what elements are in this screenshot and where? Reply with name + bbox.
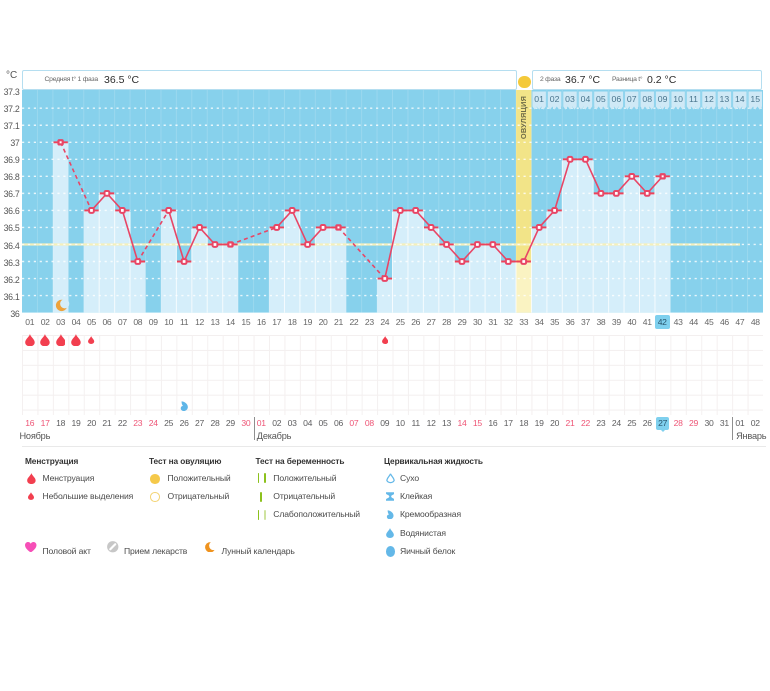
svg-text:08: 08 <box>642 94 652 104</box>
svg-text:12: 12 <box>704 94 714 104</box>
svg-text:14: 14 <box>735 94 745 104</box>
svg-text:13: 13 <box>720 94 730 104</box>
svg-text:05: 05 <box>596 94 606 104</box>
svg-text:03: 03 <box>565 94 575 104</box>
svg-text:09: 09 <box>658 94 668 104</box>
svg-text:02: 02 <box>550 94 560 104</box>
svg-text:11: 11 <box>689 94 698 104</box>
svg-text:01: 01 <box>534 94 544 104</box>
svg-text:06: 06 <box>611 94 621 104</box>
svg-text:ОВУЛЯЦИЯ: ОВУЛЯЦИЯ <box>519 96 528 139</box>
svg-text:07: 07 <box>627 94 637 104</box>
svg-text:15: 15 <box>750 94 760 104</box>
svg-text:04: 04 <box>581 94 591 104</box>
svg-text:10: 10 <box>673 94 683 104</box>
